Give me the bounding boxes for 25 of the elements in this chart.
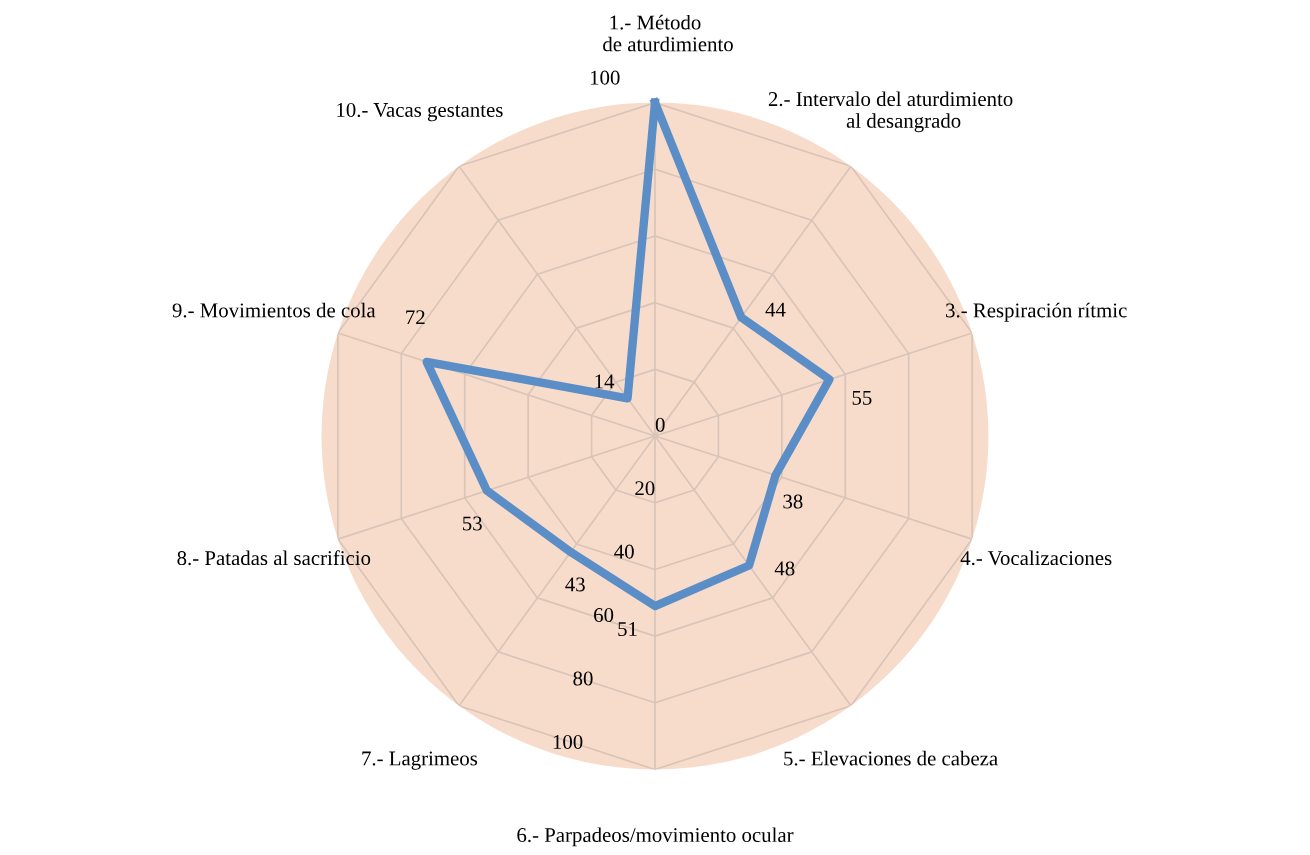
data-label: 100 [590,70,620,85]
spoke-label: 4.- Vocalizaciones [960,550,1112,566]
spoke-label: 1.- Método de aturdimiento [603,14,733,52]
spoke-label: 8.- Patadas al sacrificio [177,550,371,566]
spoke-label: 2.- Intervalo del aturdimiento al desangrado [768,91,1013,133]
data-label: 43 [565,577,585,592]
spoke-label: 10.- Vacas gestantes [337,102,503,122]
y-tick-label: 0 [655,417,665,432]
data-label: 44 [765,302,786,317]
spoke-label: 7.- Lagrimeos [362,751,478,770]
spoke-label: 3.- Respiración rítmic [946,302,1127,322]
y-tick-label: 80 [573,671,593,686]
y-tick-label: 60 [594,608,614,623]
spoke-label: 9.- Movimientos de cola [172,302,376,318]
y-tick-label: 40 [614,544,634,559]
data-label: 14 [595,374,615,389]
data-label: 51 [618,622,637,637]
spoke-label: 6.- Parpadeos/movimiento ocular [517,827,794,847]
y-tick-label: 20 [635,481,655,496]
data-label: 48 [774,561,795,576]
data-label: 38 [783,494,803,509]
data-label: 72 [406,310,425,325]
data-label: 53 [463,516,482,531]
spoke-label: 5.- Elevaciones de cabeza [784,750,998,766]
data-label: 55 [852,391,872,405]
